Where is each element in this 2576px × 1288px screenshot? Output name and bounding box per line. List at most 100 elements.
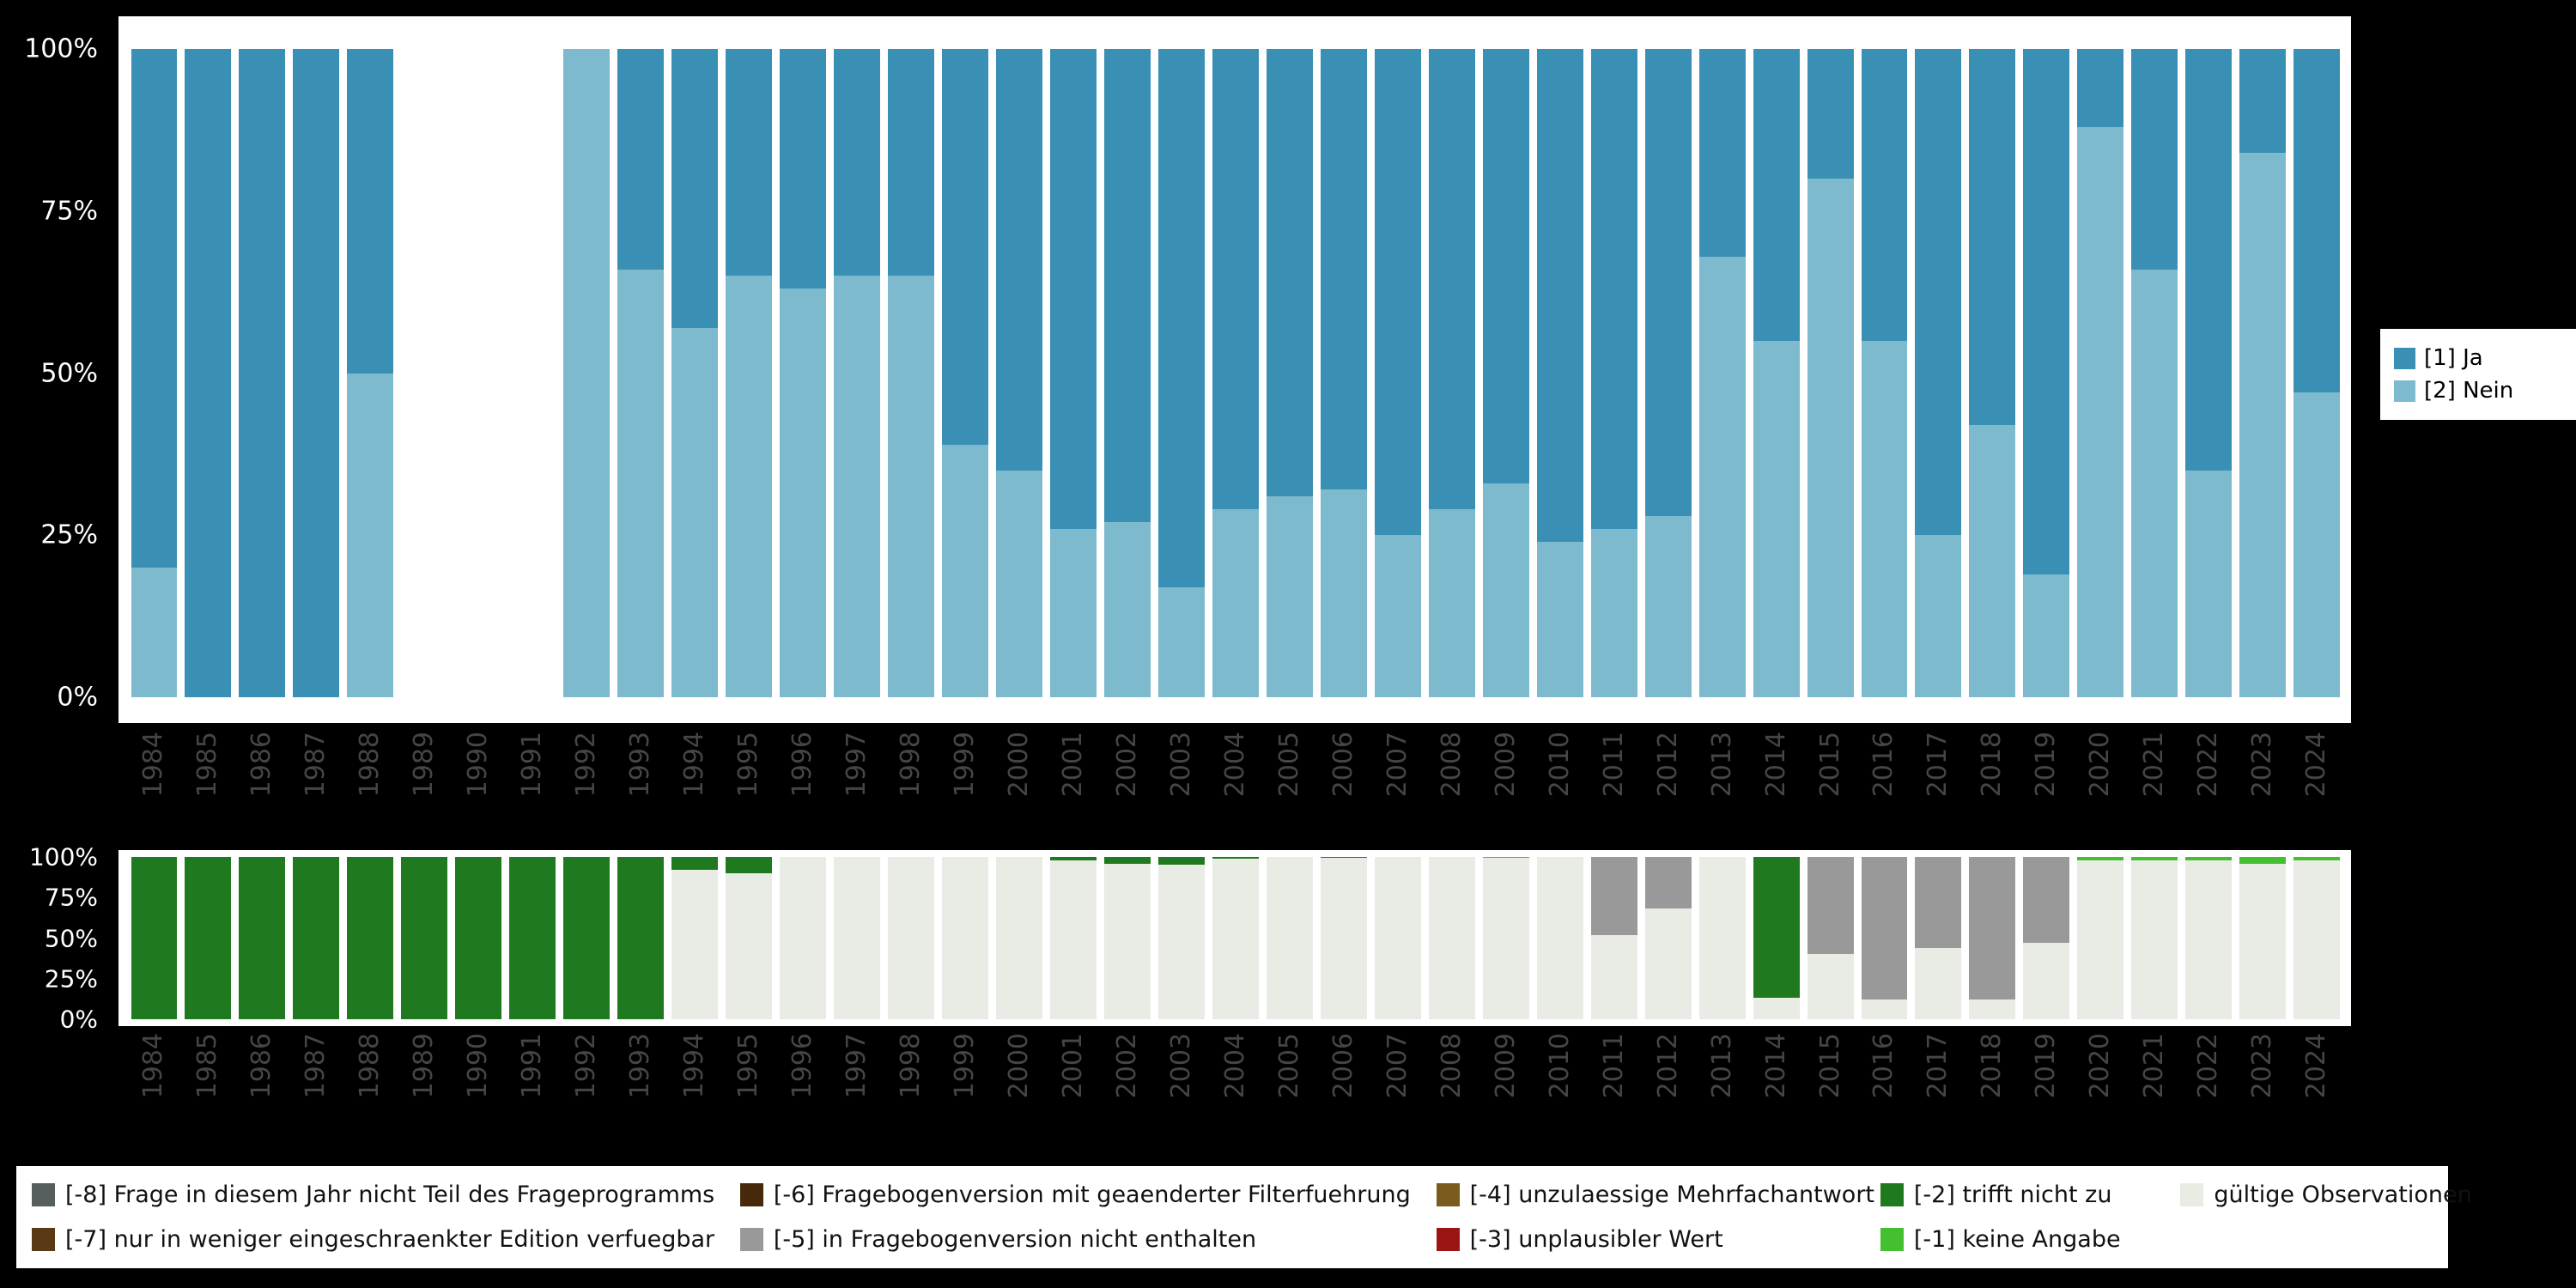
year-label: 1986	[246, 732, 277, 798]
year-label: 2003	[1165, 1033, 1196, 1099]
stacked-bar	[293, 49, 340, 697]
x-tick-slot: 2014	[1749, 1033, 1803, 1153]
bar-slot	[1641, 857, 1695, 1019]
bar-segment	[1644, 49, 1692, 516]
year-label: 2003	[1165, 732, 1196, 798]
stacked-bar	[1428, 49, 1475, 697]
stacked-bar	[455, 857, 502, 1019]
stacked-bar	[2077, 49, 2124, 697]
x-tick-slot: 2010	[1533, 732, 1587, 852]
stacked-bar	[1969, 857, 2016, 1019]
stacked-bar	[1590, 857, 1637, 1019]
y-tick-label: 50%	[40, 358, 98, 388]
bar-slot	[506, 857, 560, 1019]
year-label: 2020	[2085, 732, 2116, 798]
bar-segment	[293, 49, 340, 697]
year-label: 2007	[1382, 732, 1413, 798]
x-tick-slot: 1993	[614, 732, 668, 852]
bar-slot	[1587, 49, 1641, 697]
year-label: 1995	[733, 1033, 764, 1099]
legend-item: [-2] trifft nicht zu	[1880, 1181, 2181, 1210]
bar-segment	[1590, 49, 1637, 529]
bar-segment	[1212, 509, 1259, 697]
bar-slot	[1425, 49, 1479, 697]
year-label: 1986	[246, 1033, 277, 1099]
x-tick-slot: 2005	[1262, 732, 1316, 852]
bar-slot	[1208, 857, 1262, 1019]
x-tick-slot: 2008	[1425, 1033, 1479, 1153]
x-tick-slot: 1997	[830, 1033, 884, 1153]
bar-slot	[2020, 857, 2074, 1019]
bar-segment	[671, 327, 719, 697]
stacked-bar	[942, 857, 988, 1019]
bar-slot	[2074, 857, 2128, 1019]
year-label: 2014	[1760, 1033, 1791, 1099]
bar-segment	[1049, 528, 1097, 697]
x-tick-slot: 2020	[2074, 1033, 2128, 1153]
answer-legend: [1] Ja [2] Nein	[2380, 329, 2576, 420]
year-label: 2021	[2139, 732, 2170, 798]
x-tick-slot: 2001	[1046, 732, 1100, 852]
bar-segment	[1266, 495, 1313, 697]
bar-segment	[2131, 269, 2178, 697]
bar-segment	[1861, 999, 1908, 1019]
year-label: 2007	[1382, 1033, 1413, 1099]
bar-segment	[1969, 49, 2016, 425]
year-label: 1997	[841, 1033, 872, 1099]
bar-slot	[1262, 857, 1316, 1019]
year-label: 1993	[625, 1033, 656, 1099]
stacked-bar	[1103, 49, 1151, 697]
x-tick-slot: 2013	[1695, 732, 1749, 852]
stacked-bar	[888, 857, 935, 1019]
bar-slot	[1803, 857, 1857, 1019]
x-tick-slot: 2004	[1208, 732, 1262, 852]
bar-slot	[560, 857, 614, 1019]
bar-segment	[1157, 865, 1205, 1019]
stacked-bar	[888, 49, 935, 697]
x-tick-slot: 1999	[939, 1033, 993, 1153]
bar-segment	[2131, 49, 2178, 270]
x-tick-slot: 2003	[1154, 1033, 1208, 1153]
legend-label: [2] Nein	[2424, 378, 2514, 404]
x-tick-slot: 1998	[884, 732, 939, 852]
stacked-bar	[1320, 49, 1367, 697]
year-label: 1989	[409, 1033, 440, 1099]
legend-label: gültige Observationen	[2214, 1182, 2472, 1209]
bar-segment	[2131, 860, 2178, 1019]
x-tick-slot: 2007	[1370, 732, 1425, 852]
year-label: 1984	[138, 732, 169, 798]
year-label: 2018	[1977, 732, 2008, 798]
year-label: 2006	[1327, 1033, 1358, 1099]
year-label: 2001	[1057, 1033, 1088, 1099]
x-tick-slot: 2011	[1587, 1033, 1641, 1153]
bar-slot	[1857, 857, 1911, 1019]
legend-item: gültige Observationen	[2180, 1181, 2472, 1210]
year-label: 2023	[2247, 1033, 2278, 1099]
stacked-bar	[1103, 857, 1151, 1019]
x-tick-slot: 2002	[1100, 1033, 1154, 1153]
stacked-bar	[2185, 857, 2233, 1019]
year-label: 2024	[2301, 732, 2332, 798]
bar-slot	[2074, 49, 2128, 697]
bar-segment	[347, 49, 394, 374]
bar-segment	[617, 49, 665, 270]
bar-segment	[2077, 857, 2124, 860]
stacked-bar	[726, 49, 773, 697]
bar-segment	[1590, 857, 1637, 935]
bar-slot	[722, 857, 776, 1019]
bar-slot	[235, 857, 289, 1019]
year-label: 1990	[463, 732, 494, 798]
year-label: 2024	[2301, 1033, 2332, 1099]
bar-segment	[293, 857, 340, 1019]
year-label: 1987	[301, 1033, 331, 1099]
legend-item: [-8] Frage in diesem Jahr nicht Teil des…	[32, 1181, 740, 1210]
stacked-bar	[1753, 49, 1800, 697]
bar-segment	[1915, 947, 1962, 1019]
x-tick-slot: 1984	[127, 1033, 181, 1153]
x-tick-slot: 1985	[181, 732, 235, 852]
legend-label: [1] Ja	[2424, 345, 2483, 371]
bar-segment	[1807, 857, 1854, 955]
year-label: 2010	[1544, 1033, 1575, 1099]
stacked-bar	[2077, 857, 2124, 1019]
bar-segment	[1698, 857, 1746, 1019]
